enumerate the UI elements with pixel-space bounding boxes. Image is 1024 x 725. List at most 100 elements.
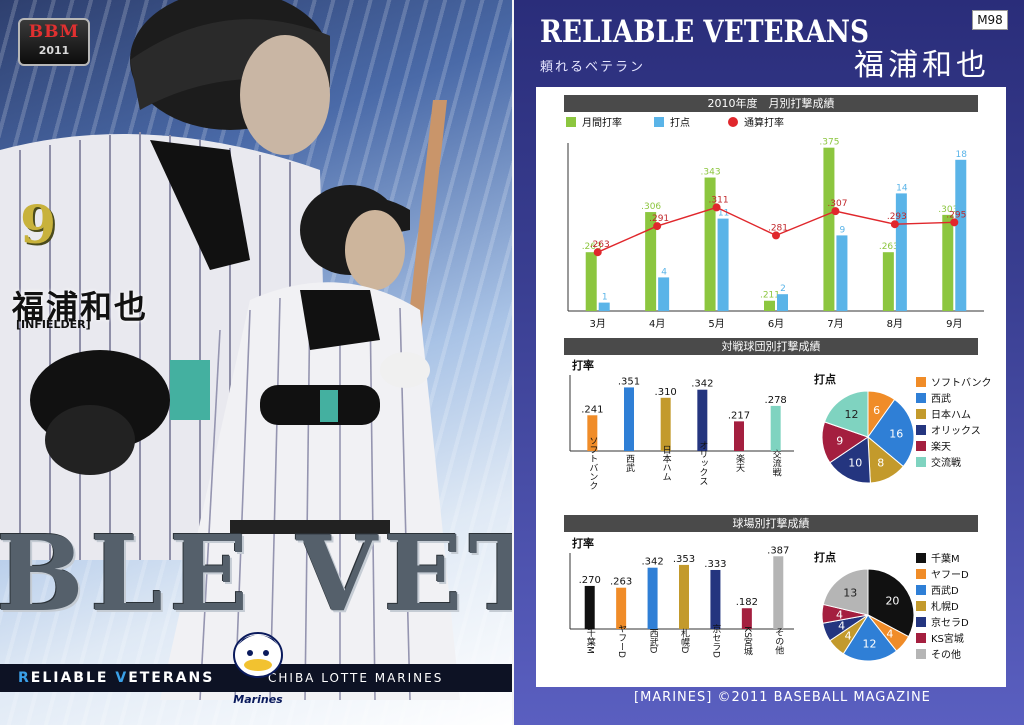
label-cumulative-avg: .307: [827, 199, 847, 209]
pie-value-label: 4: [886, 627, 893, 640]
pie-legend-label: KS宮城: [931, 632, 964, 645]
mascot-text: Marines: [233, 693, 283, 706]
reliable-veterans-label: RELIABLE VETERANS: [18, 670, 214, 686]
bar-rbi: [955, 159, 967, 311]
pie-legend-swatch: [916, 569, 926, 579]
pie-legend-swatch: [916, 649, 926, 659]
pie-legend-label: 京セラD: [931, 616, 969, 629]
bar-monthly-avg: [704, 177, 716, 311]
bar-value-label: .310: [655, 387, 677, 398]
pie-title: 打点: [814, 550, 836, 564]
x-tick-label: 4月: [649, 318, 665, 330]
label-monthly-avg: .306: [641, 202, 661, 212]
pie-value-label: 8: [877, 457, 884, 470]
pie-value-label: 10: [848, 457, 862, 470]
bar-category-label: ヤフーD: [616, 624, 627, 658]
big-title-text: BLE VET: [0, 512, 512, 635]
legend-label: 通算打率: [744, 116, 784, 129]
pie-value-label: 4: [838, 620, 845, 633]
back-title: RELIABLE VETERANS: [540, 14, 870, 50]
bar-category-label: オリックス: [697, 440, 708, 485]
bar-category-label: 京セラD: [710, 623, 721, 658]
label-rbi: 2: [780, 284, 786, 294]
legend-swatch: [728, 117, 738, 127]
pie-value-label: 4: [845, 629, 852, 642]
pie-legend-label: 西武D: [931, 584, 959, 597]
park-chart: 打率 .270 千葉M .263 ヤフーD .342 西武D .353 札幌D .333 京セラD.…: [569, 536, 969, 662]
bar-chart-ylabel: 打率: [572, 358, 594, 372]
bar-value-label: .351: [618, 376, 640, 387]
team-name: CHIBA LOTTE MARINES: [268, 671, 444, 685]
pie-title: 打点: [814, 372, 836, 386]
label-cumulative-avg: .263: [590, 240, 610, 250]
marines-mascot-logo: Marines: [233, 632, 283, 706]
label-rbi: 4: [661, 267, 667, 277]
bar-monthly-avg: [882, 252, 894, 311]
bar-monthly-avg: [645, 212, 657, 311]
pie-value-label: 6: [873, 404, 880, 417]
bar-value-label: .333: [704, 559, 726, 570]
pie-legend-label: オリックス: [931, 425, 981, 437]
pie-slice: [822, 568, 869, 616]
pie-legend-swatch: [916, 393, 926, 403]
bar-category-label: 楽天: [734, 453, 745, 473]
bar-monthly-avg: [823, 147, 835, 311]
bar-value-label: .270: [579, 575, 601, 586]
bar-value-label: .217: [728, 410, 750, 421]
bar: [624, 387, 634, 451]
bar: [660, 397, 671, 451]
team-section-header: 対戦球団別打撃成績: [564, 338, 978, 355]
cumulative-avg-point: [890, 220, 899, 229]
label-cumulative-avg: .291: [649, 214, 669, 224]
bar-category-label: 西武D: [648, 628, 659, 653]
pie-legend-swatch: [916, 617, 926, 627]
pie-slice: [867, 568, 915, 638]
legend-swatch: [566, 117, 576, 127]
bar-rbi: [895, 193, 907, 311]
bar-value-label: .278: [765, 395, 787, 406]
label-cumulative-avg: .311: [709, 195, 729, 205]
label-cumulative-avg: .293: [887, 212, 907, 222]
card-number: M98: [972, 10, 1008, 30]
cumulative-avg-point: [772, 231, 780, 240]
bar-monthly-avg: [585, 252, 597, 311]
bar: [679, 564, 689, 629]
letter-v: V: [115, 670, 129, 686]
pie-slice: [842, 614, 898, 662]
monthly-section-header: 2010年度 月別打撃成績: [564, 95, 978, 112]
pie-value-label: 20: [885, 594, 899, 607]
bar-category-label: 日本ハム: [661, 445, 672, 481]
pie-legend-label: 千葉M: [931, 552, 960, 565]
x-tick-label: 9月: [946, 318, 962, 330]
bar-rbi: [717, 218, 729, 311]
label-monthly-avg: .343: [701, 168, 721, 178]
player-batting-image: [160, 100, 460, 700]
label-monthly-avg: .303: [938, 205, 958, 215]
x-tick-label: 6月: [768, 318, 784, 330]
bar-rbi: [836, 235, 848, 311]
bar-monthly-avg: [764, 300, 775, 311]
bar-category-label: 西武: [624, 454, 635, 472]
bar-value-label: .182: [736, 597, 758, 608]
x-tick-label: 3月: [590, 318, 606, 330]
pie-legend-swatch: [916, 457, 926, 467]
bar-value-label: .263: [610, 577, 632, 588]
player-position: [INFIELDER]: [16, 318, 91, 331]
x-tick-label: 7月: [827, 318, 843, 330]
front-card: BBM 2011 9 福浦和也 [INFIELDER] BLE VET RELI…: [0, 0, 512, 725]
bar-rbi: [598, 302, 610, 311]
bar-rbi: [777, 294, 788, 311]
pie-legend-swatch: [916, 585, 926, 595]
label-rbi: 11: [718, 209, 729, 219]
x-tick-label: 8月: [887, 318, 903, 330]
pie-legend-label: その他: [931, 648, 961, 661]
pie-value-label: 4: [836, 608, 843, 621]
bar-monthly-avg: [942, 214, 954, 311]
copyright-text: [MARINES] ©2011 BASEBALL MAGAZINE: [634, 690, 931, 705]
letter-r: R: [18, 670, 31, 686]
pie-legend-swatch: [916, 553, 926, 563]
label-rbi: 18: [956, 150, 968, 160]
bar-category-label: 札幌D: [679, 627, 690, 653]
pie-legend-swatch: [916, 601, 926, 611]
legend-label: 月間打率: [582, 116, 622, 129]
